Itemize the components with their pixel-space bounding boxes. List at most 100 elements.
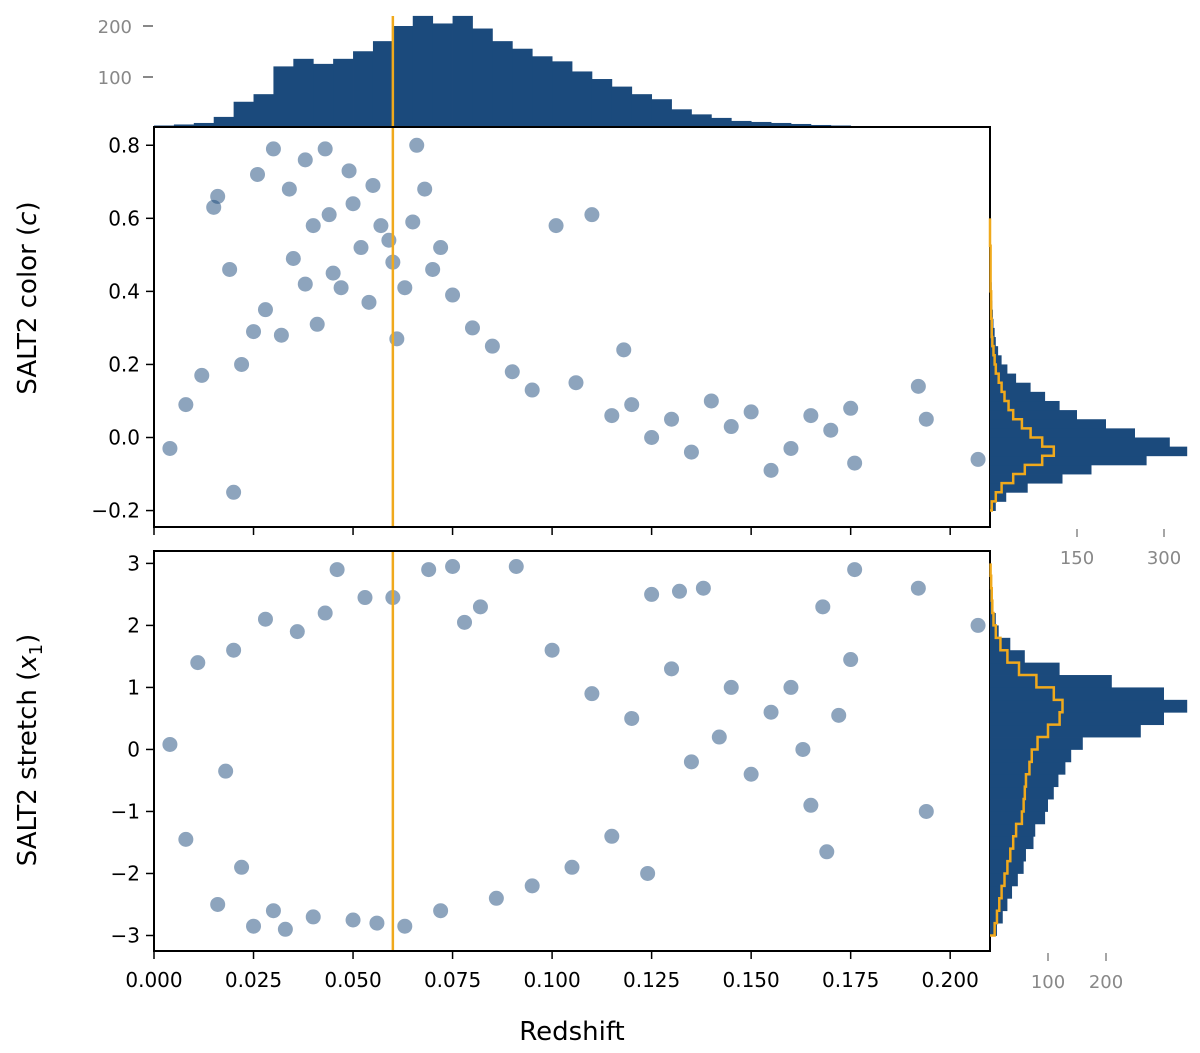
stretch-y-axis-title: SALT2 stretch (x1) (13, 634, 47, 867)
scatter-point (226, 484, 242, 500)
top-hist-bar (392, 26, 414, 127)
scatter-point (297, 276, 313, 292)
stretch-hist-bar (990, 724, 1141, 738)
color-hist-bar (990, 455, 1147, 466)
scatter-point (457, 614, 473, 630)
scatter-point (819, 844, 835, 860)
stretch-hist-tick-label: 100 (1031, 972, 1065, 993)
scatter-point (361, 294, 377, 310)
color-hist-bar (990, 464, 1092, 475)
color-hist-bar (990, 492, 1007, 502)
scatter-point (305, 909, 321, 925)
scatter-point (711, 729, 727, 745)
scatter-point (285, 251, 301, 267)
scatter-point (277, 921, 293, 937)
top-hist-bar (810, 124, 832, 127)
scatter-point (803, 797, 819, 813)
top-hist-bar (353, 51, 374, 127)
stretch-hist-bar (990, 712, 1164, 726)
color-hist-bar (990, 483, 1028, 493)
scatter-point (564, 859, 580, 875)
scatter-point (210, 896, 226, 912)
scatter-point (433, 240, 449, 256)
scatter-point (683, 444, 699, 460)
top-hist-bar (173, 124, 195, 127)
scatter-point (433, 903, 449, 919)
scatter-point (783, 679, 799, 695)
stretch-hist-bar (990, 662, 1060, 676)
top-hist-bar (711, 117, 732, 127)
scatter-point (504, 364, 520, 380)
scatter-point (815, 599, 831, 615)
stretch-hist-bar (990, 848, 1026, 862)
scatter-point (273, 327, 289, 343)
scatter-point (210, 188, 226, 204)
color-hist-bar (990, 428, 1135, 438)
scatter-point (616, 342, 632, 358)
scatter-point (345, 196, 361, 212)
stretch-histogram-bars (990, 563, 1188, 936)
stretch-hist-bar (990, 625, 999, 639)
stretch-hist-bar (990, 699, 1188, 713)
scatter-point (257, 611, 273, 627)
stretch-scatter-x-axis: 0.000 0.025 0.050 0.075 0.100 0.125 0.150 0.175… (125, 951, 979, 992)
scatter-point (234, 356, 250, 372)
color-y-tick-label: 0.2 (108, 352, 140, 376)
scatter-point (281, 181, 297, 197)
scatter-point (246, 324, 262, 340)
scatter-point (544, 642, 560, 658)
color-hist-bar (990, 400, 1060, 411)
scatter-point (910, 378, 926, 394)
stretch-x-tick-label: 0.175 (822, 968, 879, 992)
stretch-x-tick-label: 0.125 (623, 968, 680, 992)
color-hist-bar (990, 391, 1046, 402)
color-hist-bar (990, 474, 1063, 484)
stretch-x-tick-label: 0.100 (523, 968, 580, 992)
stretch-x-tick-label: 0.050 (324, 968, 381, 992)
scatter-point (604, 828, 620, 844)
scatter-point (763, 704, 779, 720)
color-hist-bar (990, 410, 1077, 420)
scatter-point (723, 679, 739, 695)
scatter-point (703, 393, 719, 409)
scatter-point (222, 261, 238, 277)
top-hist-bar (273, 66, 294, 127)
stretch-histogram-panel: 100 200 (989, 563, 1188, 993)
scatter-point (524, 382, 540, 398)
scatter-point (624, 397, 640, 413)
scatter-point (823, 422, 839, 438)
top-hist-bar (532, 56, 553, 127)
scatter-point (743, 404, 759, 420)
stretch-hist-bar (990, 811, 1046, 825)
stretch-hist-tick-label: 200 (1089, 972, 1123, 993)
stretch-y-tick-label: 1 (127, 675, 140, 699)
scatter-point (417, 181, 433, 197)
scatter-point (624, 710, 640, 726)
top-hist-bar (193, 122, 215, 127)
scatter-point (640, 865, 656, 881)
top-hist-bar (790, 123, 812, 127)
top-hist-bar (572, 71, 593, 127)
scatter-point (289, 624, 305, 640)
scatter-point (847, 562, 863, 578)
scatter-point (381, 232, 397, 248)
top-hist-bar (293, 58, 314, 128)
stretch-histogram-outline (989, 563, 1064, 937)
scatter-point (250, 166, 266, 182)
scatter-point (317, 141, 333, 157)
scatter-point (584, 207, 600, 223)
stretch-hist-bar (990, 687, 1164, 701)
top-histogram-bars (154, 15, 871, 128)
scatter-point (831, 707, 847, 723)
color-hist-bar (990, 446, 1188, 457)
scatter-point (918, 803, 934, 819)
scatter-point (397, 918, 413, 934)
scatter-point (795, 741, 811, 757)
stretch-x-tick-label: 0.000 (125, 968, 182, 992)
scatter-point (325, 265, 341, 281)
top-hist-bar (691, 114, 712, 127)
scatter-point (671, 583, 687, 599)
scatter-point (843, 652, 859, 668)
stretch-y-tick-label: −3 (111, 923, 140, 947)
scatter-point (445, 559, 461, 575)
